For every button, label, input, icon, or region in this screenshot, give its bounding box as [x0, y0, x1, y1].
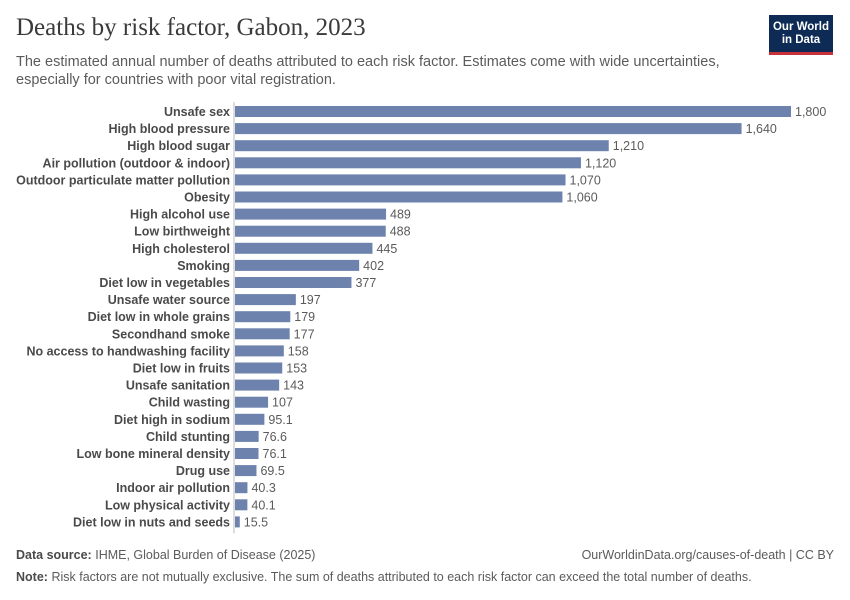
category-label: Diet low in nuts and seeds [73, 515, 230, 529]
bar[interactable] [235, 174, 566, 186]
category-label: Unsafe sex [164, 105, 230, 119]
logo-line-2: in Data [781, 33, 821, 46]
bar[interactable] [235, 379, 280, 391]
category-label: Low birthweight [134, 225, 231, 239]
bar[interactable] [235, 430, 259, 442]
value-label: 107 [272, 396, 293, 410]
data-source-link[interactable]: IHME, Global Burden of Disease (2025) [95, 548, 316, 562]
value-label: 377 [355, 276, 376, 290]
bar[interactable] [235, 499, 248, 511]
value-label: 488 [390, 225, 411, 239]
value-label: 402 [363, 259, 384, 273]
logo-line-1: Our World [772, 20, 829, 33]
category-label: No access to handwashing facility [26, 344, 230, 358]
value-label: 1,640 [746, 122, 777, 136]
value-label: 177 [294, 327, 315, 341]
category-label: Indoor air pollution [116, 481, 230, 495]
bar[interactable] [235, 396, 269, 408]
bar[interactable] [235, 140, 609, 152]
bar[interactable] [235, 259, 360, 271]
bar[interactable] [235, 516, 240, 528]
category-label: Air pollution (outdoor & indoor) [43, 156, 230, 170]
value-label: 1,060 [566, 191, 597, 205]
bar[interactable] [235, 277, 352, 288]
value-label: 40.3 [251, 481, 275, 495]
category-label: Obesity [184, 191, 230, 205]
category-label: Secondhand smoke [112, 327, 230, 341]
bar[interactable] [235, 362, 283, 374]
category-label: Low bone mineral density [77, 447, 231, 461]
bar[interactable] [235, 225, 386, 237]
category-label: Diet low in vegetables [99, 276, 230, 290]
bar[interactable] [235, 157, 581, 169]
value-label: 1,210 [613, 139, 644, 153]
bar[interactable] [235, 294, 296, 306]
bar[interactable] [235, 208, 387, 220]
category-label: Outdoor particulate matter pollution [16, 173, 230, 187]
value-label: 76.1 [263, 447, 287, 461]
note-label: Note: [16, 570, 48, 584]
bar-chart: Unsafe sex 1,800 High blood pressure 1,640 H… [16, 102, 826, 534]
value-label: 15.5 [244, 515, 268, 529]
bar[interactable] [235, 106, 791, 117]
data-source-label: Data source: [16, 548, 92, 562]
chart-note: Note: Risk factors are not mutually excl… [16, 570, 836, 584]
value-label: 158 [288, 344, 309, 358]
source-url[interactable]: OurWorldinData.org/causes-of-death | CC … [581, 548, 834, 562]
bar[interactable] [235, 448, 259, 459]
bar[interactable] [235, 123, 742, 135]
value-label: 40.1 [251, 498, 275, 512]
category-label: Low physical activity [105, 498, 230, 512]
bar[interactable] [235, 311, 291, 323]
category-label: Drug use [176, 464, 230, 478]
value-label: 1,070 [570, 173, 601, 187]
category-label: High alcohol use [130, 208, 230, 222]
category-label: Child stunting [146, 430, 230, 444]
category-label: Diet low in fruits [133, 362, 230, 376]
value-label: 197 [300, 293, 321, 307]
category-label: Child wasting [149, 396, 230, 410]
value-label: 1,120 [585, 156, 616, 170]
value-label: 489 [390, 208, 411, 222]
category-label: Unsafe sanitation [126, 379, 230, 393]
note-text: Risk factors are not mutually exclusive.… [51, 570, 752, 584]
chart-title: Deaths by risk factor, Gabon, 2023 [16, 14, 366, 41]
category-label: High blood sugar [127, 139, 230, 153]
chart-subtitle: The estimated annual number of deaths at… [16, 54, 720, 88]
category-label: High cholesterol [132, 242, 230, 256]
category-label: Smoking [177, 259, 230, 273]
category-label: Diet low in whole grains [88, 310, 230, 324]
value-label: 143 [283, 379, 304, 393]
value-label: 179 [294, 310, 315, 324]
owid-logo[interactable]: Our World in Data [769, 15, 833, 55]
category-label: High blood pressure [108, 122, 230, 136]
data-source: Data source: IHME, Global Burden of Dise… [16, 548, 315, 562]
bar[interactable] [235, 242, 373, 254]
category-label: Unsafe water source [108, 293, 230, 307]
value-label: 1,800 [795, 105, 826, 119]
bar[interactable] [235, 345, 284, 357]
value-label: 445 [376, 242, 397, 256]
value-label: 69.5 [260, 464, 284, 478]
bar[interactable] [235, 328, 290, 340]
value-label: 153 [286, 362, 307, 376]
bar[interactable] [235, 465, 257, 477]
category-label: Diet high in sodium [114, 413, 230, 427]
value-label: 76.6 [263, 430, 287, 444]
bar[interactable] [235, 191, 563, 203]
bar[interactable] [235, 482, 248, 494]
bar[interactable] [235, 413, 265, 425]
value-label: 95.1 [268, 413, 292, 427]
